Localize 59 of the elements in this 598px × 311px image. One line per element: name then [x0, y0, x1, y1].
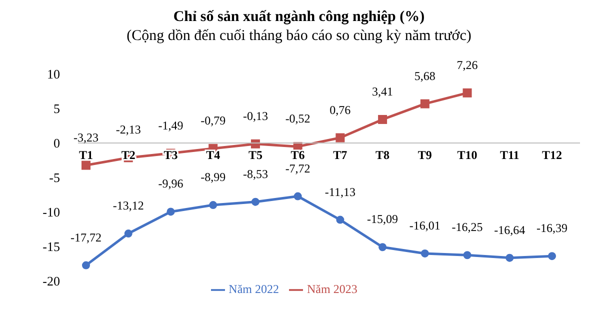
- data-label: -16,64: [494, 222, 526, 237]
- data-label: 5,68: [414, 68, 436, 83]
- data-label: -0,52: [285, 112, 310, 126]
- data-label: -17,72: [70, 230, 102, 244]
- data-label: 0,76: [330, 102, 351, 117]
- point: [336, 133, 345, 142]
- data-label: -16,01: [409, 218, 440, 232]
- data-label: -0,79: [200, 113, 226, 128]
- x-tick-label: T11: [500, 148, 520, 162]
- point: [463, 251, 472, 260]
- y-tick-label: -5: [49, 170, 60, 186]
- y-tick-label: -20: [42, 274, 60, 289]
- data-label: -8,99: [200, 170, 226, 184]
- data-label: -9,96: [158, 176, 184, 191]
- y-tick-label: -10: [42, 204, 60, 220]
- point: [420, 249, 429, 258]
- data-label: -1,49: [158, 118, 184, 132]
- data-label: -16,25: [452, 220, 483, 234]
- y-tick-label: 5: [54, 101, 60, 116]
- point: [82, 160, 90, 170]
- point: [251, 198, 260, 206]
- point: [166, 208, 175, 216]
- x-tick-label: T12: [542, 148, 562, 162]
- y-tick-label: 10: [47, 66, 60, 82]
- point: [462, 88, 472, 98]
- y-tick-label: 0: [54, 136, 60, 151]
- point: [420, 99, 430, 108]
- chart-subtitle: (Cộng dồn đến cuối tháng báo cáo so cùng kỳ năm trước): [126, 27, 472, 46]
- x-tick-label: T5: [248, 148, 262, 162]
- data-label: -7,72: [285, 161, 310, 176]
- point: [506, 254, 514, 262]
- data-label: 3,41: [372, 84, 394, 98]
- data-label: -16,39: [536, 221, 568, 236]
- point: [378, 114, 388, 124]
- point: [378, 243, 387, 252]
- data-label: -13,12: [112, 198, 144, 213]
- y-tick-label: -15: [42, 239, 60, 254]
- point: [548, 252, 556, 260]
- x-tick-label: T8: [376, 148, 390, 162]
- data-label: -3,23: [74, 130, 98, 144]
- point: [336, 216, 344, 224]
- legend-label: Năm 2023: [307, 282, 358, 296]
- x-tick-label: T10: [457, 148, 478, 162]
- data-label: 7,26: [456, 58, 478, 72]
- legend-label: Năm 2022: [228, 282, 279, 296]
- chart-title: Chỉ số sản xuất ngành công nghiệp (%): [172, 8, 426, 27]
- point: [124, 230, 132, 238]
- data-label: -0,13: [242, 108, 268, 123]
- x-tick-label: T7: [333, 148, 348, 162]
- point: [294, 192, 302, 200]
- data-label: -2,13: [116, 122, 141, 137]
- data-label: -15,09: [367, 212, 398, 226]
- data-label: -11,13: [324, 184, 356, 199]
- data-label: -8,53: [242, 166, 268, 181]
- x-tick-label: T1: [78, 148, 94, 162]
- point: [82, 261, 90, 270]
- point: [209, 201, 218, 210]
- x-tick-label: T9: [418, 148, 432, 162]
- x-tick-label: T6: [290, 148, 305, 162]
